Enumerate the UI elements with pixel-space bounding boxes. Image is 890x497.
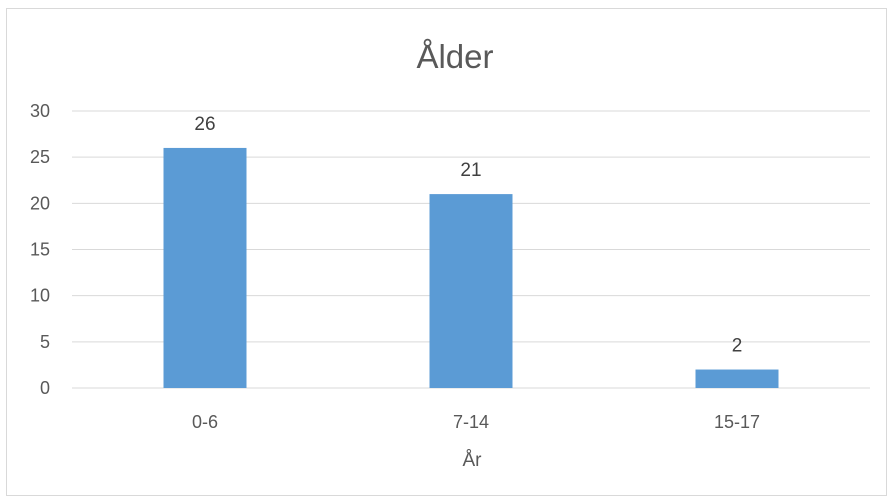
x-axis-label: År — [463, 450, 483, 471]
y-axis-ticks: 0 5 10 15 20 25 30 — [30, 101, 50, 398]
data-labels: 26 21 2 — [194, 114, 742, 357]
y-tick-label: 20 — [30, 193, 50, 213]
bar-7-14 — [429, 194, 513, 388]
x-axis-ticks: 0-6 7-14 15-17 — [192, 412, 760, 432]
x-tick-label: 15-17 — [714, 412, 760, 432]
y-tick-label: 0 — [40, 378, 50, 398]
x-tick-label: 0-6 — [192, 412, 218, 432]
y-tick-label: 10 — [30, 286, 50, 306]
y-tick-label: 15 — [30, 240, 50, 260]
data-label: 21 — [460, 160, 481, 181]
bar-15-17 — [695, 369, 779, 388]
data-label: 26 — [194, 114, 215, 135]
chart-title: Ålder — [416, 38, 493, 75]
bar-0-6 — [163, 147, 247, 388]
bars — [163, 147, 779, 388]
y-tick-label: 5 — [40, 332, 50, 352]
x-tick-label: 7-14 — [453, 412, 489, 432]
data-label: 2 — [732, 336, 743, 357]
y-tick-label: 30 — [30, 101, 50, 121]
y-tick-label: 25 — [30, 147, 50, 167]
